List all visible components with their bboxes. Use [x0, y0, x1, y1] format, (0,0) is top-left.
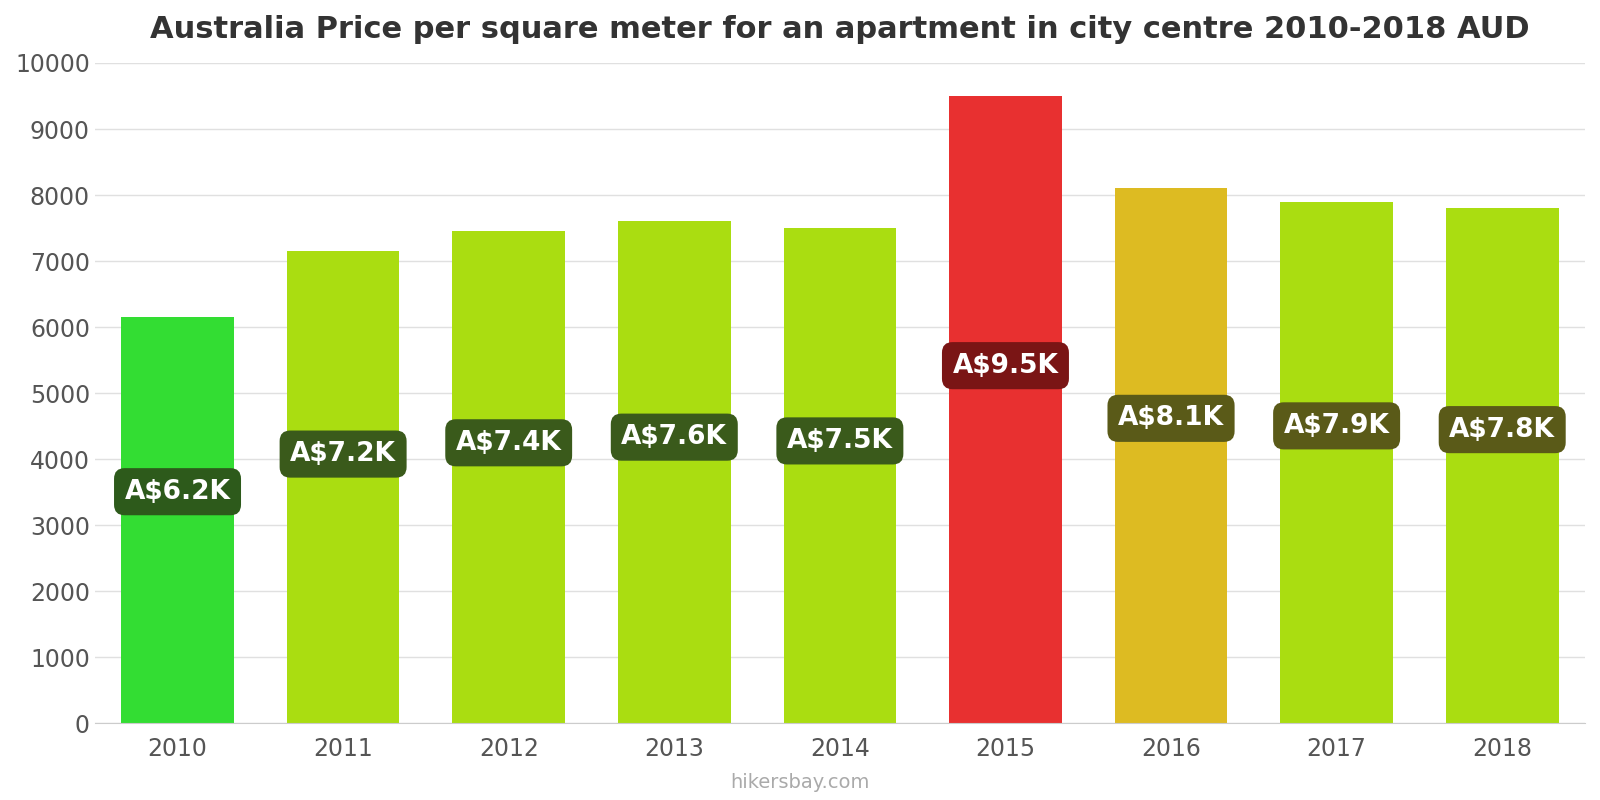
Bar [784, 228, 896, 723]
Text: A$7.8K: A$7.8K [1450, 417, 1555, 442]
Bar [286, 251, 400, 723]
Title: Australia Price per square meter for an apartment in city centre 2010-2018 AUD: Australia Price per square meter for an … [150, 15, 1530, 44]
Text: A$9.5K: A$9.5K [952, 353, 1058, 378]
Bar [618, 222, 731, 723]
Text: A$6.2K: A$6.2K [125, 478, 230, 505]
Text: A$7.5K: A$7.5K [787, 428, 893, 454]
Text: A$8.1K: A$8.1K [1118, 406, 1224, 431]
Bar [1446, 208, 1558, 723]
Bar [1115, 189, 1227, 723]
Bar [453, 231, 565, 723]
Text: A$7.2K: A$7.2K [290, 441, 397, 467]
Text: A$7.6K: A$7.6K [621, 424, 728, 450]
Bar [1280, 202, 1394, 723]
Bar [949, 96, 1062, 723]
Text: hikersbay.com: hikersbay.com [730, 773, 870, 792]
Bar [122, 317, 234, 723]
Text: A$7.4K: A$7.4K [456, 430, 562, 456]
Text: A$7.9K: A$7.9K [1283, 413, 1389, 439]
